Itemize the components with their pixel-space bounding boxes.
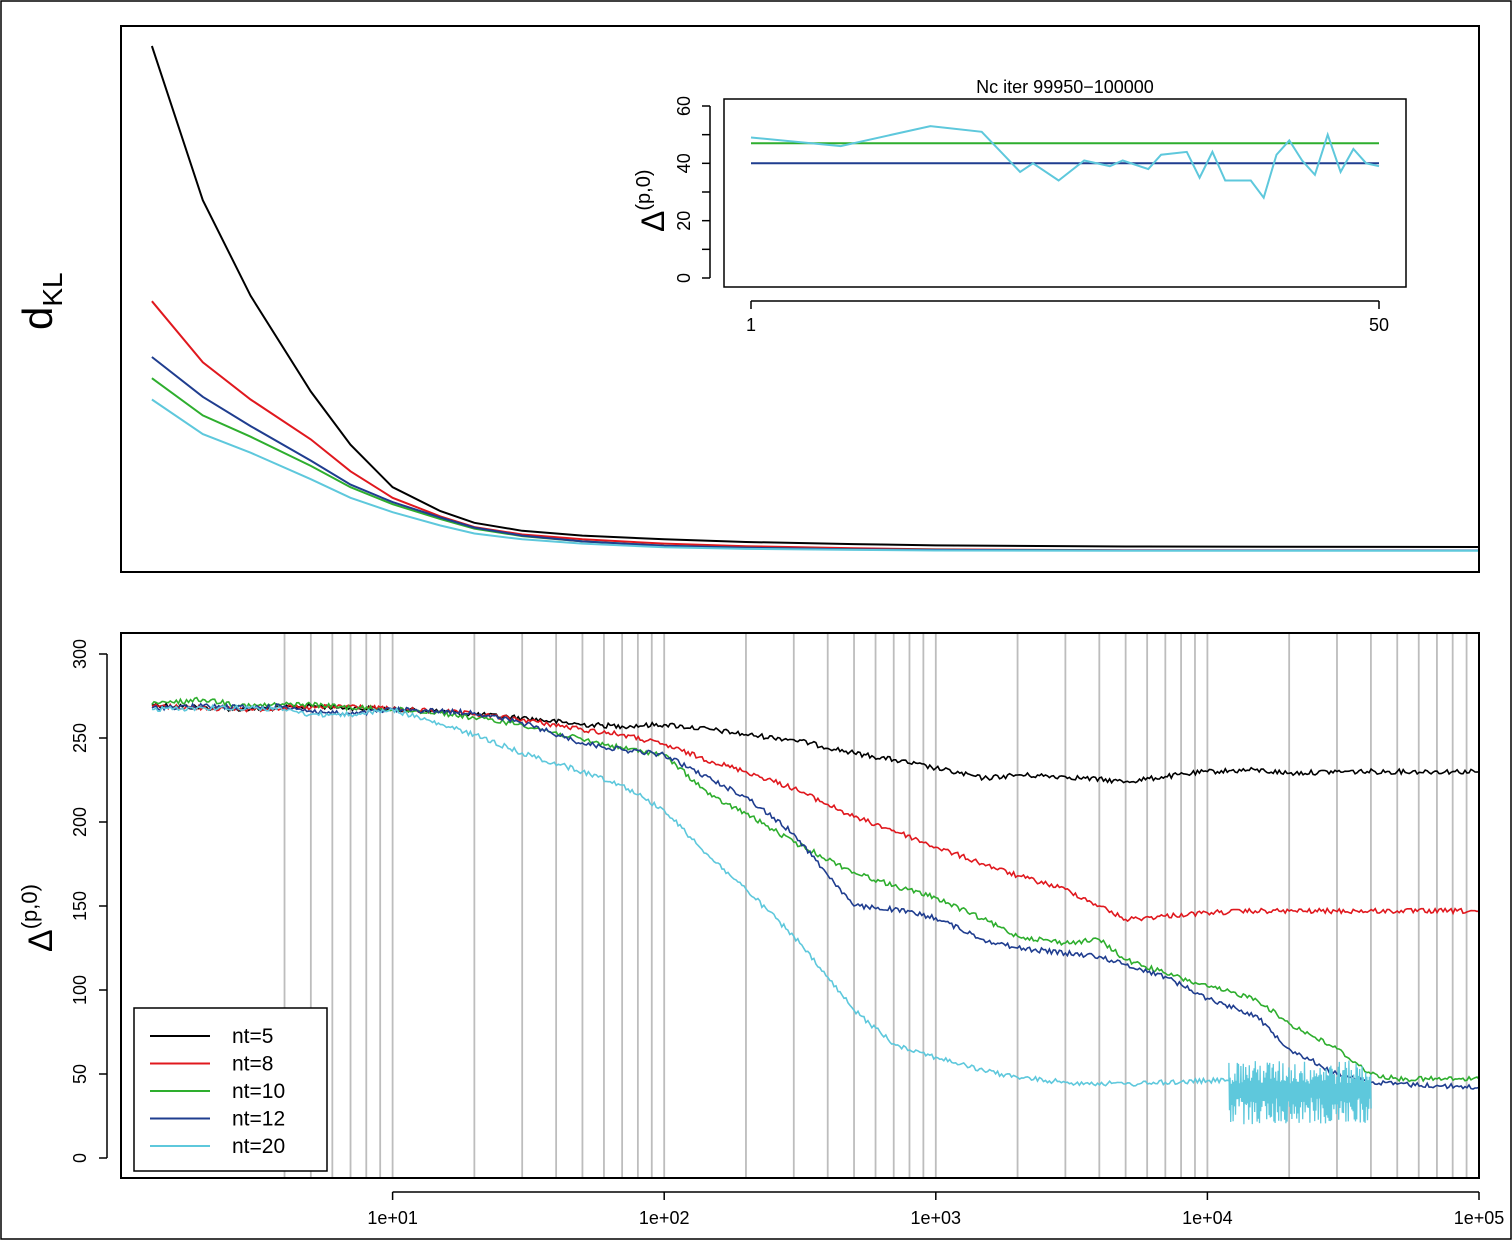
inset-background: [724, 99, 1406, 287]
bottom-y-tick-label: 0: [70, 1153, 90, 1163]
legend-label-nt-12: nt=12: [232, 1108, 285, 1131]
bottom-series-line-nt-20: [151, 703, 1230, 1087]
bottom-x-tick-label: 1e+02: [639, 1208, 690, 1228]
bottom-y-tick-label: 150: [70, 891, 90, 921]
inset-series-lines: [750, 125, 1380, 200]
bottom-y-axis-label: Δ(p,0): [17, 884, 60, 952]
inset-title: Nc iter 99950−100000: [976, 77, 1154, 97]
inset-series-line-3: [750, 125, 1380, 200]
inset-x-axis: 1 50: [746, 300, 1389, 335]
top-panel: dKL: [14, 25, 1480, 573]
bottom-x-tick-label: 1e+03: [911, 1208, 962, 1228]
inset-plot-frame: [723, 98, 1407, 288]
legend-label-nt-20: nt=20: [232, 1135, 285, 1158]
legend-label-nt-8: nt=8: [232, 1053, 273, 1076]
inset-x-tick-label: 1: [746, 315, 756, 335]
bottom-series-lines: [151, 696, 1480, 1125]
bottom-plot-frame: [120, 632, 1480, 1179]
bottom-series-line-nt-8: [151, 702, 1480, 923]
top-y-axis-label-sub: KL: [37, 272, 68, 306]
inset-y-tick-label: 60: [674, 96, 694, 116]
bottom-y-tick-label: 200: [70, 807, 90, 837]
bottom-y-axis-label-sup: (p,0): [17, 884, 42, 929]
bottom-y-axis: 0 50 100 150 200 250 300: [70, 639, 108, 1163]
legend-label-nt-5: nt=5: [232, 1025, 273, 1048]
top-plot-frame: [120, 25, 1480, 573]
inset-y-tick-label: 0: [674, 273, 694, 283]
top-series-line-nt-5: [150, 45, 1480, 548]
top-series-lines: [150, 45, 1480, 552]
top-y-axis-label: dKL: [14, 272, 68, 330]
inset-y-axis: 0 20 40 60: [674, 96, 711, 283]
bottom-x-tick-label: 1e+01: [367, 1208, 418, 1228]
bottom-y-tick-label: 300: [70, 639, 90, 669]
inset-panel: Nc iter 99950−100000 0 20 40 60 1 50 Δ(p,0): [633, 77, 1407, 335]
bottom-series-noise-nt-20: [1228, 1060, 1372, 1125]
bottom-x-axis: 1e+01 1e+02 1e+03 1e+04 1e+05: [367, 1191, 1505, 1228]
inset-x-tick-label: 50: [1369, 315, 1389, 335]
inset-y-axis-label: Δ(p,0): [633, 170, 671, 233]
bottom-x-tick-label: 1e+05: [1454, 1208, 1505, 1228]
bottom-y-tick-label: 50: [70, 1064, 90, 1084]
bottom-x-tick-label: 1e+04: [1182, 1208, 1233, 1228]
bottom-y-tick-label: 250: [70, 723, 90, 753]
top-series-line-nt-20: [151, 398, 1479, 552]
bottom-y-tick-label: 100: [70, 975, 90, 1005]
inset-y-tick-label: 20: [674, 211, 694, 231]
legend-label-nt-10: nt=10: [232, 1080, 285, 1103]
legend: nt=5 nt=8 nt=10 nt=12 nt=20: [133, 1007, 328, 1172]
inset-y-tick-label: 40: [674, 153, 694, 173]
inset-y-axis-label-sup: (p,0): [633, 170, 655, 211]
